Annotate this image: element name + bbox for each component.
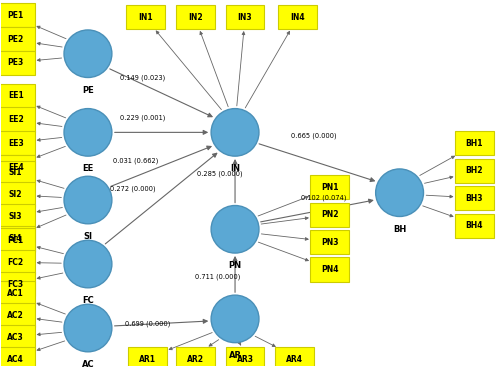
FancyBboxPatch shape — [0, 347, 35, 371]
Text: PE1: PE1 — [8, 11, 24, 20]
FancyBboxPatch shape — [0, 325, 35, 349]
Text: PN4: PN4 — [321, 265, 338, 274]
FancyBboxPatch shape — [0, 272, 35, 296]
Text: IN: IN — [230, 164, 240, 173]
Text: 0.031 (0.662): 0.031 (0.662) — [112, 158, 158, 164]
Text: FC3: FC3 — [8, 280, 24, 289]
FancyBboxPatch shape — [0, 183, 35, 207]
FancyBboxPatch shape — [310, 203, 349, 227]
Text: EE: EE — [82, 164, 94, 173]
Text: 0.711 (0.000): 0.711 (0.000) — [195, 273, 240, 280]
Text: AR3: AR3 — [236, 355, 254, 364]
FancyBboxPatch shape — [0, 228, 35, 252]
Text: AR2: AR2 — [186, 355, 204, 364]
Text: IN2: IN2 — [188, 13, 202, 22]
Text: PE3: PE3 — [8, 58, 24, 68]
Text: 0.699 (0.000): 0.699 (0.000) — [125, 320, 170, 326]
FancyBboxPatch shape — [455, 186, 494, 210]
Text: 0.665 (0.000): 0.665 (0.000) — [291, 133, 337, 139]
FancyBboxPatch shape — [226, 5, 264, 29]
Text: 0.149 (0.023): 0.149 (0.023) — [120, 74, 166, 81]
Text: IN3: IN3 — [238, 13, 252, 22]
Text: BH1: BH1 — [466, 139, 483, 148]
FancyBboxPatch shape — [455, 131, 494, 155]
FancyBboxPatch shape — [0, 51, 35, 75]
Ellipse shape — [64, 30, 112, 78]
Text: FC1: FC1 — [8, 236, 24, 245]
Text: PN1: PN1 — [321, 183, 338, 192]
Text: PE: PE — [82, 86, 94, 95]
Text: PN3: PN3 — [321, 237, 338, 247]
FancyBboxPatch shape — [128, 347, 167, 371]
FancyBboxPatch shape — [176, 5, 214, 29]
Ellipse shape — [211, 109, 259, 156]
Text: BH: BH — [393, 224, 406, 233]
Text: 0.272 (0.000): 0.272 (0.000) — [110, 186, 156, 192]
Text: BH4: BH4 — [466, 221, 483, 230]
Text: AC1: AC1 — [8, 289, 24, 298]
FancyBboxPatch shape — [176, 347, 214, 371]
FancyBboxPatch shape — [455, 214, 494, 238]
Text: BH2: BH2 — [466, 166, 483, 175]
Text: IN4: IN4 — [290, 13, 304, 22]
Text: EE2: EE2 — [8, 115, 24, 124]
FancyBboxPatch shape — [0, 108, 35, 132]
Text: SI1: SI1 — [9, 168, 22, 177]
FancyBboxPatch shape — [0, 27, 35, 51]
FancyBboxPatch shape — [226, 347, 264, 371]
FancyBboxPatch shape — [0, 204, 35, 229]
FancyBboxPatch shape — [0, 226, 35, 250]
Text: AR: AR — [228, 351, 241, 360]
Text: BH3: BH3 — [466, 194, 483, 203]
FancyBboxPatch shape — [0, 84, 35, 108]
Ellipse shape — [64, 304, 112, 352]
Text: 0.285 (0.000): 0.285 (0.000) — [198, 170, 243, 177]
Text: AC4: AC4 — [8, 355, 24, 364]
FancyBboxPatch shape — [0, 131, 35, 155]
Text: PN: PN — [228, 261, 241, 270]
FancyBboxPatch shape — [278, 5, 317, 29]
FancyBboxPatch shape — [276, 347, 314, 371]
Text: AR1: AR1 — [140, 355, 156, 364]
Ellipse shape — [376, 169, 424, 217]
Text: SI2: SI2 — [9, 190, 22, 199]
Text: SI: SI — [84, 232, 92, 241]
Ellipse shape — [64, 240, 112, 288]
FancyBboxPatch shape — [0, 155, 35, 179]
Text: AC3: AC3 — [8, 333, 24, 342]
Ellipse shape — [211, 206, 259, 253]
Ellipse shape — [211, 295, 259, 343]
Ellipse shape — [64, 176, 112, 224]
Text: AC2: AC2 — [8, 311, 24, 320]
FancyBboxPatch shape — [0, 3, 35, 27]
Text: EE3: EE3 — [8, 139, 24, 148]
Text: FC: FC — [82, 296, 94, 305]
FancyBboxPatch shape — [0, 250, 35, 274]
Text: IN1: IN1 — [138, 13, 152, 22]
Text: PN2: PN2 — [321, 210, 338, 219]
Text: PE2: PE2 — [8, 35, 24, 44]
Text: 0.229 (0.001): 0.229 (0.001) — [120, 115, 166, 121]
Text: SI4: SI4 — [9, 234, 22, 243]
Text: SI3: SI3 — [9, 212, 22, 221]
FancyBboxPatch shape — [0, 281, 35, 305]
FancyBboxPatch shape — [310, 175, 349, 199]
Text: EE1: EE1 — [8, 91, 24, 100]
Ellipse shape — [64, 109, 112, 156]
FancyBboxPatch shape — [310, 257, 349, 282]
Text: AC: AC — [82, 360, 94, 369]
Text: EE4: EE4 — [8, 162, 24, 172]
FancyBboxPatch shape — [126, 5, 164, 29]
Text: AR4: AR4 — [286, 355, 304, 364]
FancyBboxPatch shape — [455, 159, 494, 183]
FancyBboxPatch shape — [0, 303, 35, 327]
Text: 0.102 (0.074): 0.102 (0.074) — [301, 195, 346, 201]
Text: FC2: FC2 — [8, 258, 24, 267]
FancyBboxPatch shape — [0, 161, 35, 185]
FancyBboxPatch shape — [310, 230, 349, 254]
